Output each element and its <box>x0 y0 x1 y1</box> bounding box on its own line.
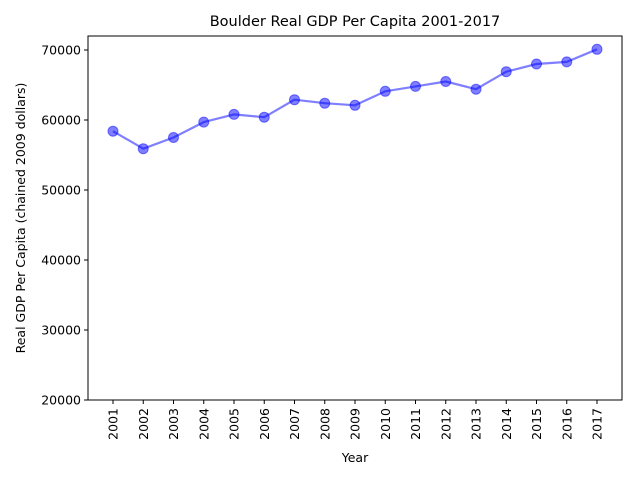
data-point <box>470 83 482 95</box>
y-tick-label: 50000 <box>41 183 81 198</box>
x-tick-label: 2002 <box>136 408 151 440</box>
data-point <box>107 125 119 137</box>
x-tick-label: 2001 <box>106 408 121 440</box>
data-point <box>379 85 391 97</box>
x-tick-label: 2011 <box>408 408 423 440</box>
x-tick-label: 2013 <box>469 408 484 440</box>
y-tick-label: 60000 <box>41 113 81 128</box>
data-point <box>440 76 452 87</box>
x-tick-label: 2014 <box>499 408 514 440</box>
chart-title: Boulder Real GDP Per Capita 2001-2017 <box>210 14 501 30</box>
y-tick-label: 30000 <box>41 323 81 338</box>
data-point <box>228 108 240 120</box>
x-tick-label: 2010 <box>378 408 393 440</box>
data-point <box>168 132 179 143</box>
x-tick-label: 2003 <box>166 408 181 440</box>
plot-area: 20000 30000 40000 50000 60000 70000 2001 2002 20… <box>41 35 623 440</box>
x-tick-label: 2016 <box>559 408 574 440</box>
series-line <box>112 48 598 150</box>
x-tick-label: 2004 <box>196 408 211 440</box>
data-point <box>349 99 361 111</box>
x-tick-label: 2017 <box>590 408 605 440</box>
x-tick-label: 2009 <box>348 408 363 440</box>
y-tick-label: 40000 <box>41 253 81 268</box>
x-axis-title: Year <box>341 450 369 465</box>
data-point <box>137 143 149 155</box>
x-tick-label: 2005 <box>227 408 242 440</box>
y-axis-title: Real GDP Per Capita (chained 2009 dollar… <box>13 83 28 354</box>
y-tick-label: 70000 <box>41 43 81 58</box>
x-tick-label: 2006 <box>257 408 272 440</box>
x-tick-label: 2012 <box>438 408 453 440</box>
data-point <box>319 97 331 109</box>
data-point <box>258 111 270 123</box>
data-point <box>561 56 573 68</box>
data-point <box>410 80 421 92</box>
data-point <box>591 43 603 55</box>
axes-frame <box>87 35 623 401</box>
data-point <box>198 116 210 128</box>
x-tick-label: 2015 <box>529 408 544 440</box>
data-point <box>531 58 542 70</box>
x-tick-label: 2007 <box>287 408 302 440</box>
data-point <box>289 94 300 106</box>
data-point <box>500 66 512 78</box>
x-tick-label: 2008 <box>317 408 332 440</box>
y-tick-label: 20000 <box>41 393 81 408</box>
